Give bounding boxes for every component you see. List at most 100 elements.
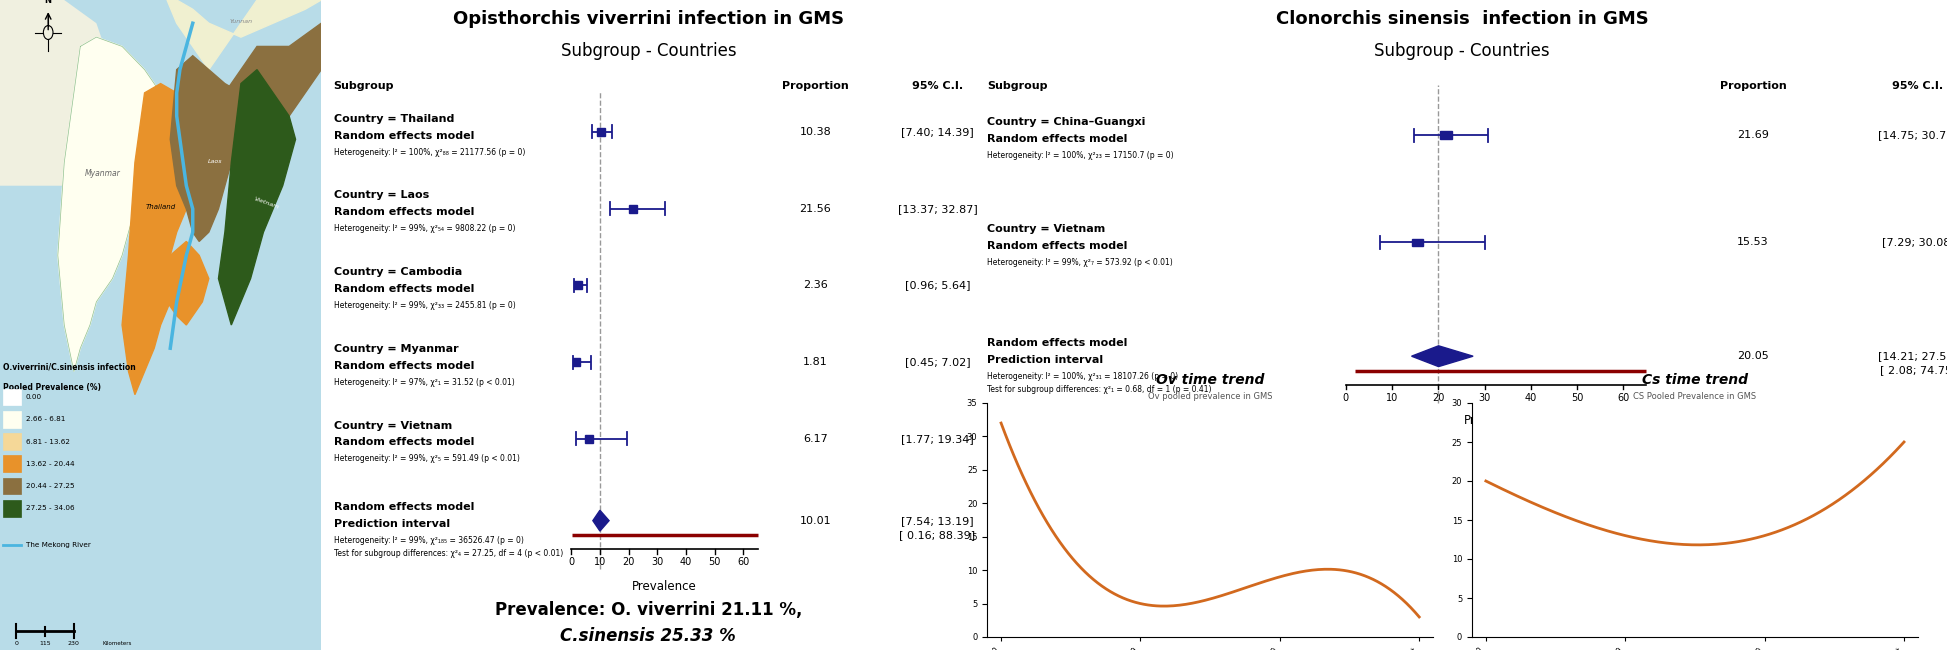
Text: Test for subgroup differences: χ²₄ = 27.25, df = 4 (p < 0.01): Test for subgroup differences: χ²₄ = 27.… xyxy=(333,549,563,558)
Text: Random effects model: Random effects model xyxy=(987,134,1127,144)
Text: Heterogeneity: I² = 99%, χ²₅₄ = 9808.22 (p = 0): Heterogeneity: I² = 99%, χ²₅₄ = 9808.22 … xyxy=(333,224,516,233)
Bar xyxy=(1441,131,1452,139)
Text: 60: 60 xyxy=(738,557,750,567)
Text: Heterogeneity: I² = 99%, χ²₇ = 573.92 (p < 0.01): Heterogeneity: I² = 99%, χ²₇ = 573.92 (p… xyxy=(987,258,1172,267)
Text: 40: 40 xyxy=(680,557,691,567)
Text: Heterogeneity: I² = 100%, χ²₈₈ = 21177.56 (p = 0): Heterogeneity: I² = 100%, χ²₈₈ = 21177.5… xyxy=(333,148,526,157)
Polygon shape xyxy=(167,0,321,70)
Text: Random effects model: Random effects model xyxy=(333,131,473,140)
Text: The Mekong River: The Mekong River xyxy=(25,541,92,547)
Text: Proportion: Proportion xyxy=(783,81,849,91)
Text: Cambodia: Cambodia xyxy=(173,284,201,289)
Text: [7.40; 14.39]: [7.40; 14.39] xyxy=(901,127,974,137)
Text: 10.38: 10.38 xyxy=(800,127,831,137)
Text: 95% C.I.: 95% C.I. xyxy=(911,81,964,91)
Text: Random effects model: Random effects model xyxy=(333,361,473,370)
Text: Heterogeneity: I² = 100%, χ²₃₁ = 18107.26 (p = 0): Heterogeneity: I² = 100%, χ²₃₁ = 18107.2… xyxy=(987,372,1178,381)
Text: 10.01: 10.01 xyxy=(800,515,831,526)
Text: Country = Myanmar: Country = Myanmar xyxy=(333,344,458,354)
Text: Random effects model: Random effects model xyxy=(333,207,473,217)
Text: Subgroup - Countries: Subgroup - Countries xyxy=(1375,42,1550,60)
Polygon shape xyxy=(0,0,129,186)
Text: Proportion: Proportion xyxy=(1719,81,1787,91)
Bar xyxy=(4,500,21,517)
Polygon shape xyxy=(594,510,609,531)
Text: Clonorchis sinensis  infection in GMS: Clonorchis sinensis infection in GMS xyxy=(1275,10,1649,28)
Text: Subgroup - Countries: Subgroup - Countries xyxy=(561,42,736,60)
Text: Thailand: Thailand xyxy=(146,204,175,210)
Text: Opisthorchis viverrini infection in GMS: Opisthorchis viverrini infection in GMS xyxy=(454,10,843,28)
Text: [1.77; 19.34]: [1.77; 19.34] xyxy=(901,434,974,444)
Text: Heterogeneity: I² = 100%, χ²₂₃ = 17150.7 (p = 0): Heterogeneity: I² = 100%, χ²₂₃ = 17150.7… xyxy=(987,151,1174,160)
Text: Random effects model: Random effects model xyxy=(987,241,1127,251)
Text: Prediction interval: Prediction interval xyxy=(987,355,1104,365)
Text: [14.75; 30.71]: [14.75; 30.71] xyxy=(1879,130,1947,140)
Text: 0: 0 xyxy=(1343,393,1349,402)
Text: Yunnan: Yunnan xyxy=(230,20,253,24)
Text: Country = Thailand: Country = Thailand xyxy=(333,114,454,124)
Text: Random effects model: Random effects model xyxy=(333,284,473,294)
Polygon shape xyxy=(218,70,296,325)
Text: 60: 60 xyxy=(1618,393,1630,402)
Text: Prevalence: O. viverrini 21.11 %,: Prevalence: O. viverrini 21.11 %, xyxy=(495,601,802,619)
Text: 27.25 - 34.06: 27.25 - 34.06 xyxy=(25,506,74,512)
Text: Laos: Laos xyxy=(208,159,222,164)
Text: [7.29; 30.08]: [7.29; 30.08] xyxy=(1881,237,1947,248)
Polygon shape xyxy=(160,241,208,325)
Text: Heterogeneity: I² = 99%, χ²₃₃ = 2455.81 (p = 0): Heterogeneity: I² = 99%, χ²₃₃ = 2455.81 … xyxy=(333,301,516,310)
Text: 95% C.I.: 95% C.I. xyxy=(1892,81,1943,91)
Bar xyxy=(598,128,606,136)
Text: 10: 10 xyxy=(594,557,606,567)
Bar xyxy=(4,433,21,450)
Text: 20: 20 xyxy=(1433,393,1445,402)
Text: Country = Cambodia: Country = Cambodia xyxy=(333,267,461,277)
Title: Ov pooled prevalence in GMS: Ov pooled prevalence in GMS xyxy=(1149,392,1273,401)
Text: 21.69: 21.69 xyxy=(1737,130,1770,140)
Text: Country = Vietnam: Country = Vietnam xyxy=(987,224,1106,234)
Text: Vietnam: Vietnam xyxy=(253,196,280,210)
Text: Cs time trend: Cs time trend xyxy=(1641,372,1748,387)
Polygon shape xyxy=(123,84,199,395)
Text: 2.66 - 6.81: 2.66 - 6.81 xyxy=(25,416,64,422)
Title: CS Pooled Prevalence in GMS: CS Pooled Prevalence in GMS xyxy=(1634,392,1756,401)
Text: 230: 230 xyxy=(68,642,80,646)
Bar xyxy=(572,358,580,366)
Text: 6.81 - 13.62: 6.81 - 13.62 xyxy=(25,439,70,445)
Text: 50: 50 xyxy=(1571,393,1583,402)
Text: 13.62 - 20.44: 13.62 - 20.44 xyxy=(25,461,74,467)
Text: Heterogeneity: I² = 99%, χ²₁₈₅ = 36526.47 (p = 0): Heterogeneity: I² = 99%, χ²₁₈₅ = 36526.4… xyxy=(333,536,524,545)
Text: [ 2.08; 74.75]: [ 2.08; 74.75] xyxy=(1879,365,1947,376)
Text: 50: 50 xyxy=(709,557,720,567)
Text: 0.00: 0.00 xyxy=(25,394,41,400)
Text: 20: 20 xyxy=(623,557,635,567)
Text: Country = Vietnam: Country = Vietnam xyxy=(333,421,452,430)
Text: 2.36: 2.36 xyxy=(802,280,827,291)
Text: 6.17: 6.17 xyxy=(802,434,827,444)
Text: 1.81: 1.81 xyxy=(802,357,827,367)
Text: Country = China–Guangxi: Country = China–Guangxi xyxy=(987,117,1145,127)
Bar xyxy=(574,281,582,289)
Text: Random effects model: Random effects model xyxy=(987,338,1127,348)
Text: 20.05: 20.05 xyxy=(1737,351,1770,361)
Text: [7.54; 13.19]: [7.54; 13.19] xyxy=(901,515,974,526)
Bar xyxy=(4,478,21,495)
Polygon shape xyxy=(1412,346,1474,367)
Text: 40: 40 xyxy=(1525,393,1536,402)
Text: Prevalence: Prevalence xyxy=(1464,414,1528,427)
Text: 20.44 - 27.25: 20.44 - 27.25 xyxy=(25,483,74,489)
Text: 0: 0 xyxy=(569,557,574,567)
Text: 30: 30 xyxy=(1478,393,1491,402)
Text: 0: 0 xyxy=(14,642,18,646)
Text: Country = Laos: Country = Laos xyxy=(333,190,428,200)
Text: 115: 115 xyxy=(39,642,51,646)
Text: O.viverrini/C.sinensis infection: O.viverrini/C.sinensis infection xyxy=(4,363,136,371)
Text: [14.21; 27.52]: [14.21; 27.52] xyxy=(1879,351,1947,361)
Text: [0.45; 7.02]: [0.45; 7.02] xyxy=(905,357,970,367)
Polygon shape xyxy=(226,23,321,116)
Text: Myanmar: Myanmar xyxy=(86,170,121,179)
Bar xyxy=(4,456,21,472)
Text: Random effects model: Random effects model xyxy=(333,437,473,447)
Text: 30: 30 xyxy=(650,557,664,567)
Text: N: N xyxy=(45,0,53,5)
Text: [0.96; 5.64]: [0.96; 5.64] xyxy=(905,280,970,291)
